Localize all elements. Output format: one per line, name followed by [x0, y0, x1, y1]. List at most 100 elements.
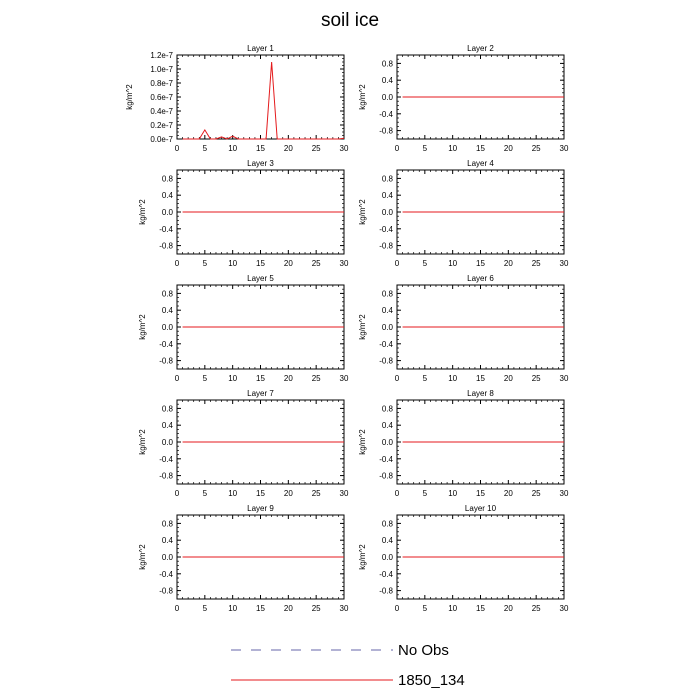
x-tick-label: 5 [423, 604, 428, 613]
x-tick-label: 20 [504, 259, 513, 268]
y-tick-label: -0.4 [379, 340, 393, 349]
x-tick-label: 5 [423, 144, 428, 153]
x-tick-label: 10 [228, 374, 237, 383]
x-tick-label: 10 [448, 374, 457, 383]
x-tick-label: 15 [256, 144, 265, 153]
y-tick-label: 0.8 [382, 289, 394, 298]
y-tick-label: -0.8 [379, 587, 393, 596]
x-tick-label: 10 [228, 489, 237, 498]
x-tick-label: 5 [423, 489, 428, 498]
y-tick-label: -0.8 [159, 472, 173, 481]
y-tick-label: -0.4 [159, 455, 173, 464]
x-tick-label: 5 [203, 489, 208, 498]
chart-panel-3: Layer 3 kg/m^2 0 5 10 15 20 25 30 -0.8 -0.4 0.0 0.4 0… [138, 159, 349, 268]
x-tick-label: 10 [228, 604, 237, 613]
x-tick-label: 5 [423, 374, 428, 383]
x-tick-label: 30 [340, 489, 349, 498]
y-axis-label: kg/m^2 [358, 544, 367, 570]
x-tick-label: 5 [203, 604, 208, 613]
y-tick-label: -0.8 [159, 587, 173, 596]
legend-item: No Obs [231, 642, 449, 659]
x-tick-label: 25 [312, 374, 321, 383]
y-tick-label: -0.8 [379, 357, 393, 366]
panel-title: Layer 5 [247, 274, 274, 283]
y-axis-label: kg/m^2 [138, 314, 147, 340]
y-tick-label: -0.8 [379, 127, 393, 136]
x-tick-label: 0 [395, 144, 400, 153]
y-tick-label: 0.0 [162, 438, 174, 447]
y-tick-label: 0.8 [382, 404, 394, 413]
panel-title: Layer 6 [467, 274, 494, 283]
y-tick-label: 0.4 [382, 76, 394, 85]
y-tick-label: 0.0 [162, 323, 174, 332]
x-tick-label: 15 [256, 489, 265, 498]
x-tick-label: 25 [532, 604, 541, 613]
x-tick-label: 30 [340, 259, 349, 268]
y-tick-label: -0.8 [159, 242, 173, 251]
chart-panel-6: Layer 6 kg/m^2 0 5 10 15 20 25 30 -0.8 -0.4 0.0 0.4 0… [358, 274, 569, 383]
y-tick-label: 0.0e-7 [150, 135, 173, 144]
x-tick-label: 15 [256, 374, 265, 383]
y-tick-label: 0.6e-7 [150, 93, 173, 102]
chart-panel-2: Layer 2 kg/m^2 0 5 10 15 20 25 30 -0.8 -0.4 0.0 0.4 0… [358, 44, 569, 153]
x-tick-label: 15 [476, 604, 485, 613]
y-tick-label: -0.4 [159, 570, 173, 579]
x-tick-label: 10 [448, 144, 457, 153]
x-tick-label: 20 [284, 374, 293, 383]
panel-title: Layer 2 [467, 44, 494, 53]
y-tick-label: 0.0 [162, 208, 174, 217]
y-tick-label: 0.8 [382, 174, 394, 183]
x-tick-label: 0 [175, 144, 180, 153]
x-tick-label: 25 [312, 604, 321, 613]
x-tick-label: 30 [340, 374, 349, 383]
y-tick-label: 0.0 [382, 93, 394, 102]
plot-frame [176, 54, 345, 140]
y-tick-label: -0.8 [379, 242, 393, 251]
x-tick-label: 30 [560, 259, 569, 268]
x-tick-label: 10 [228, 259, 237, 268]
x-tick-label: 15 [476, 144, 485, 153]
y-axis-label: kg/m^2 [358, 314, 367, 340]
x-tick-label: 30 [560, 604, 569, 613]
y-tick-label: 0.8 [162, 404, 174, 413]
x-tick-label: 0 [175, 259, 180, 268]
x-tick-label: 30 [560, 489, 569, 498]
y-tick-label: -0.4 [379, 225, 393, 234]
y-tick-label: 0.8e-7 [150, 79, 173, 88]
panel-title: Layer 7 [247, 389, 274, 398]
y-axis-label: kg/m^2 [358, 199, 367, 225]
y-tick-label: 0.2e-7 [150, 121, 173, 130]
y-tick-label: 0.4 [382, 536, 394, 545]
y-tick-label: -0.4 [379, 455, 393, 464]
y-tick-label: 0.8 [162, 519, 174, 528]
y-axis-label: kg/m^2 [138, 544, 147, 570]
legend-label: 1850_134 [398, 672, 465, 689]
x-tick-label: 20 [284, 259, 293, 268]
x-tick-label: 5 [203, 259, 208, 268]
y-tick-label: 0.8 [162, 174, 174, 183]
x-tick-label: 30 [340, 144, 349, 153]
chart-panel-4: Layer 4 kg/m^2 0 5 10 15 20 25 30 -0.8 -0.4 0.0 0.4 0… [358, 159, 569, 268]
y-tick-label: 1.2e-7 [150, 51, 173, 60]
x-tick-label: 15 [476, 489, 485, 498]
y-tick-label: 0.8 [162, 289, 174, 298]
y-axis-label: kg/m^2 [125, 84, 134, 110]
x-tick-label: 25 [532, 259, 541, 268]
x-tick-label: 20 [284, 144, 293, 153]
y-tick-label: 0.4 [162, 536, 174, 545]
y-tick-label: 0.0 [382, 208, 394, 217]
chart-panel-1: Layer 1 kg/m^2 0 5 10 15 20 25 30 0.0e-7 0.2e-7 0.4… [125, 44, 349, 153]
x-tick-label: 20 [504, 489, 513, 498]
y-axis-label: kg/m^2 [138, 199, 147, 225]
x-tick-label: 10 [448, 604, 457, 613]
x-tick-label: 5 [203, 144, 208, 153]
chart-panel-5: Layer 5 kg/m^2 0 5 10 15 20 25 30 -0.8 -0.4 0.0 0.4 0… [138, 274, 349, 383]
y-tick-label: 0.4 [162, 191, 174, 200]
x-tick-label: 10 [448, 489, 457, 498]
y-tick-label: -0.8 [379, 472, 393, 481]
y-tick-label: 0.4 [382, 421, 394, 430]
y-tick-label: 0.4e-7 [150, 107, 173, 116]
y-tick-label: 0.0 [382, 323, 394, 332]
chart-panel-8: Layer 8 kg/m^2 0 5 10 15 20 25 30 -0.8 -0.4 0.0 0.4 0… [358, 389, 569, 498]
y-tick-label: 1.0e-7 [150, 65, 173, 74]
